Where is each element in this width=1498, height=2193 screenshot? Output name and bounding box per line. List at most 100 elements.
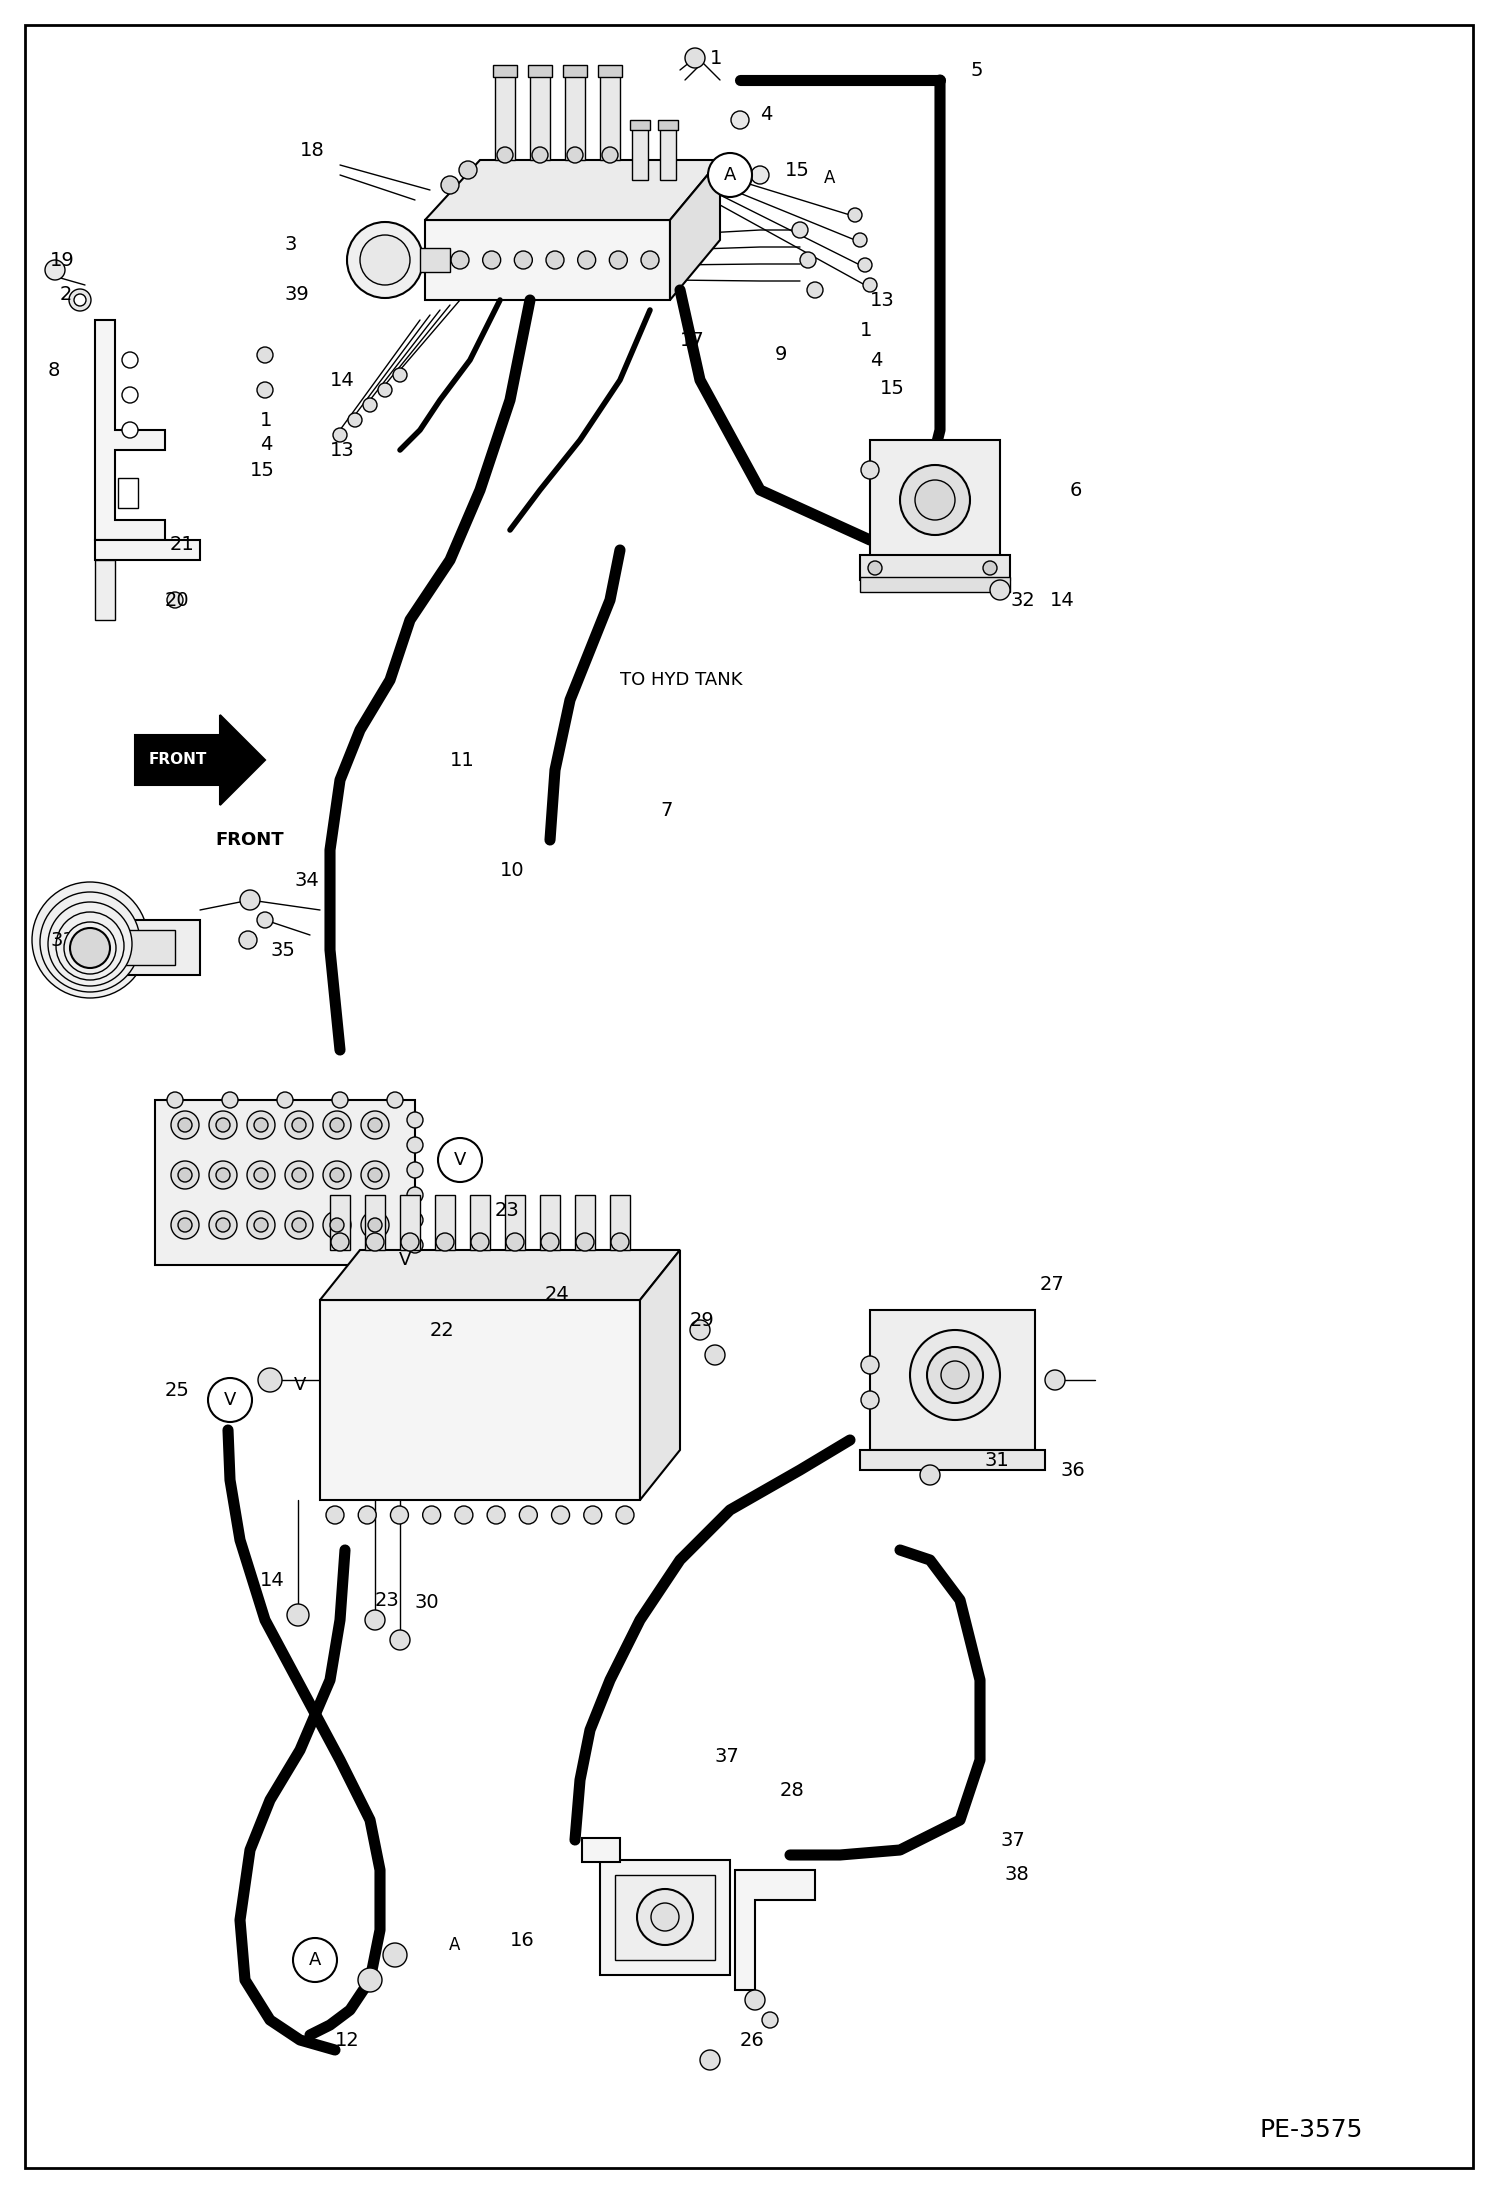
Circle shape [240,890,261,910]
Bar [860,555,1010,579]
Circle shape [762,2011,777,2029]
Circle shape [745,1989,765,2011]
Circle shape [285,1112,313,1138]
Circle shape [121,353,138,368]
Circle shape [1046,1371,1065,1390]
Circle shape [514,250,532,270]
Text: 8: 8 [48,360,60,379]
Circle shape [247,1112,276,1138]
Bar [154,1101,415,1265]
Circle shape [637,1888,694,1945]
Circle shape [437,1138,482,1182]
Text: 13: 13 [330,441,355,461]
Circle shape [848,208,861,221]
Circle shape [568,147,583,162]
Circle shape [383,1943,407,1967]
Circle shape [482,250,500,270]
Bar [860,577,1010,592]
Circle shape [520,1507,538,1524]
Text: 39: 39 [285,285,310,305]
Circle shape [641,250,659,270]
Circle shape [422,1507,440,1524]
Circle shape [366,1610,385,1629]
Circle shape [331,1232,349,1250]
Circle shape [392,368,407,382]
Circle shape [506,1232,524,1250]
Text: 14: 14 [261,1570,285,1590]
Circle shape [31,882,148,998]
Text: 25: 25 [165,1382,190,1399]
Bar [598,66,622,77]
Circle shape [852,232,867,248]
Circle shape [685,48,706,68]
Polygon shape [583,1838,620,1862]
Circle shape [171,1211,199,1239]
Circle shape [616,1507,634,1524]
Circle shape [327,1507,345,1524]
Bar [631,121,650,129]
Bar [616,1875,715,1961]
Text: V: V [398,1250,410,1270]
Bar [419,248,449,272]
Text: V: V [294,1375,306,1395]
Circle shape [324,1211,351,1239]
Text: 15: 15 [879,379,905,397]
Text: 10: 10 [500,860,524,879]
Circle shape [121,421,138,439]
Polygon shape [670,160,721,300]
Bar [601,70,620,160]
Circle shape [178,1169,192,1182]
Circle shape [292,1169,306,1182]
Text: 34: 34 [295,871,319,890]
Circle shape [361,1211,389,1239]
Circle shape [70,928,109,967]
Text: 23: 23 [494,1200,520,1219]
Circle shape [750,167,768,184]
Bar [601,1860,730,1976]
Text: 27: 27 [1040,1276,1065,1294]
Circle shape [288,1603,309,1625]
Circle shape [584,1507,602,1524]
Circle shape [369,1217,382,1232]
Circle shape [706,1344,725,1364]
Bar [565,70,586,160]
Circle shape [210,1112,237,1138]
Circle shape [258,382,273,397]
Circle shape [64,921,115,974]
Bar [366,1195,385,1250]
Circle shape [69,289,91,311]
Circle shape [800,252,816,268]
Circle shape [709,154,752,197]
Circle shape [541,1232,559,1250]
Bar [434,1195,455,1250]
Circle shape [386,1092,403,1107]
Circle shape [330,1217,345,1232]
Circle shape [863,279,876,292]
Text: 4: 4 [759,105,773,125]
Text: 19: 19 [49,250,75,270]
Circle shape [360,235,410,285]
Bar [575,1195,595,1250]
Text: 2: 2 [60,285,72,305]
Circle shape [366,1232,383,1250]
Text: 14: 14 [1050,590,1074,610]
Bar [118,478,138,509]
Circle shape [577,1232,595,1250]
Text: 32: 32 [1010,590,1035,610]
Text: 1: 1 [261,410,273,430]
Circle shape [990,579,1010,601]
Circle shape [551,1507,569,1524]
Text: 11: 11 [449,750,475,770]
Text: 37: 37 [1001,1831,1025,1849]
Polygon shape [94,320,165,539]
Circle shape [285,1160,313,1189]
Text: 14: 14 [330,371,355,390]
Text: FRONT: FRONT [148,752,207,768]
Text: 4: 4 [261,436,273,454]
Circle shape [178,1217,192,1232]
Circle shape [407,1162,422,1178]
Circle shape [652,1904,679,1932]
Bar [494,70,515,160]
Circle shape [258,1368,282,1393]
Text: 1: 1 [710,48,722,68]
